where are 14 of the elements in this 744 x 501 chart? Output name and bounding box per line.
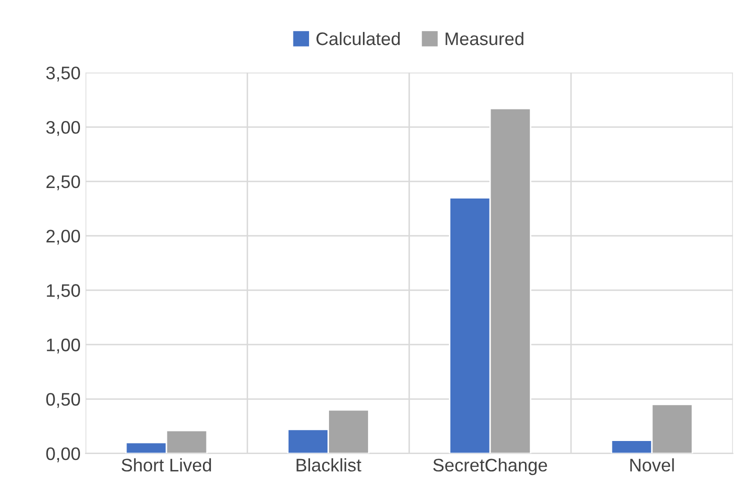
x-tick-label: Short Lived [122,458,211,472]
x-tick-label: Blacklist [296,458,362,472]
y-tick-label: 2,50 [46,175,80,190]
y-tick-label: 0,00 [46,447,80,462]
y-tick-label: 1,50 [46,284,80,300]
y-tick-label: 1,00 [46,338,80,354]
y-tick-label: 2,00 [46,230,80,245]
x-tick-label: Novel [630,458,674,472]
y-tick-label: 3,50 [46,66,80,82]
x-tick-label: SecretChange [433,458,548,476]
y-tick-label: 0,50 [46,392,80,408]
legend-label: Calculated [316,32,400,46]
legend-label: Measured [446,32,524,46]
y-tick-label: 3,00 [46,120,80,136]
